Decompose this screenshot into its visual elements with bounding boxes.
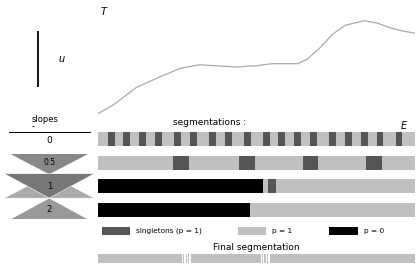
Bar: [263, 132, 269, 146]
Bar: [187, 254, 188, 264]
Text: 0: 0: [47, 136, 52, 145]
Bar: [345, 132, 352, 146]
Bar: [361, 132, 368, 146]
Text: slopes: slopes: [31, 115, 58, 124]
Bar: [98, 179, 263, 193]
Bar: [310, 132, 317, 146]
Bar: [155, 132, 162, 146]
Text: singletons (p = 1): singletons (p = 1): [137, 228, 202, 234]
Bar: [190, 132, 197, 146]
Text: $u$: $u$: [58, 54, 66, 64]
Bar: [190, 254, 191, 264]
Bar: [98, 156, 415, 170]
Bar: [268, 179, 276, 193]
Bar: [294, 132, 301, 146]
Bar: [174, 132, 181, 146]
Bar: [238, 227, 266, 235]
Text: $T$: $T$: [100, 5, 109, 17]
Text: p = 1: p = 1: [272, 228, 293, 234]
Bar: [102, 227, 130, 235]
Bar: [124, 132, 130, 146]
Bar: [139, 132, 146, 146]
Bar: [184, 254, 185, 264]
Bar: [303, 156, 318, 170]
Bar: [209, 132, 216, 146]
Text: p = 0: p = 0: [364, 228, 385, 234]
Bar: [268, 254, 269, 264]
Bar: [173, 156, 189, 170]
Bar: [182, 254, 183, 264]
Bar: [98, 132, 415, 146]
Bar: [108, 132, 115, 146]
Bar: [98, 179, 415, 193]
Text: -: -: [31, 122, 34, 131]
Bar: [266, 254, 267, 264]
Bar: [279, 132, 285, 146]
Bar: [98, 203, 415, 217]
Bar: [98, 254, 415, 263]
Polygon shape: [4, 174, 94, 198]
Bar: [244, 132, 251, 146]
Text: 1: 1: [47, 182, 52, 191]
Bar: [377, 132, 383, 146]
Bar: [98, 203, 250, 217]
Bar: [269, 254, 270, 264]
Bar: [261, 254, 262, 264]
Bar: [396, 132, 403, 146]
Bar: [329, 227, 358, 235]
Text: $E$: $E$: [418, 103, 419, 115]
Text: $E$: $E$: [400, 119, 409, 131]
Polygon shape: [4, 175, 94, 198]
Bar: [264, 254, 266, 264]
Bar: [239, 156, 255, 170]
Text: Final segmentation: Final segmentation: [213, 243, 300, 252]
Bar: [329, 132, 336, 146]
Bar: [366, 156, 382, 170]
Polygon shape: [4, 151, 94, 175]
Text: segmentations :: segmentations :: [173, 118, 246, 127]
Polygon shape: [4, 198, 94, 223]
Bar: [225, 132, 232, 146]
Text: 2: 2: [47, 205, 52, 214]
Text: 0.5: 0.5: [43, 158, 55, 167]
Bar: [263, 254, 264, 264]
